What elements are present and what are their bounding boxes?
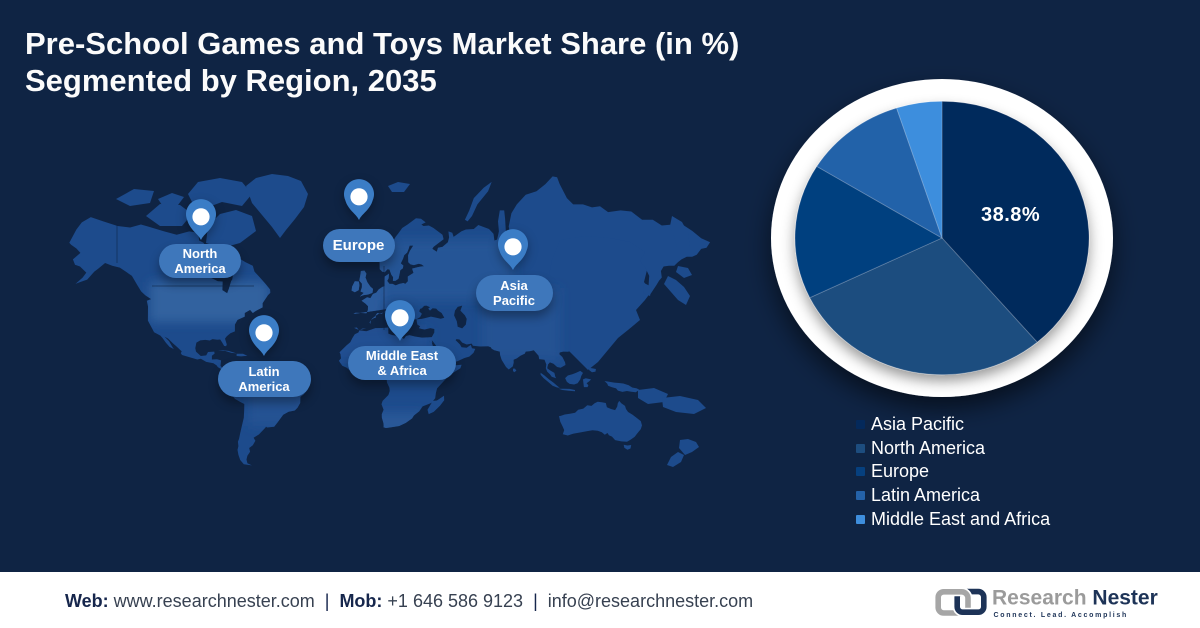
svg-text:Connect. Lead. Accomplish: Connect. Lead. Accomplish xyxy=(994,612,1129,619)
svg-text:Research Nester: Research Nester xyxy=(992,587,1158,610)
